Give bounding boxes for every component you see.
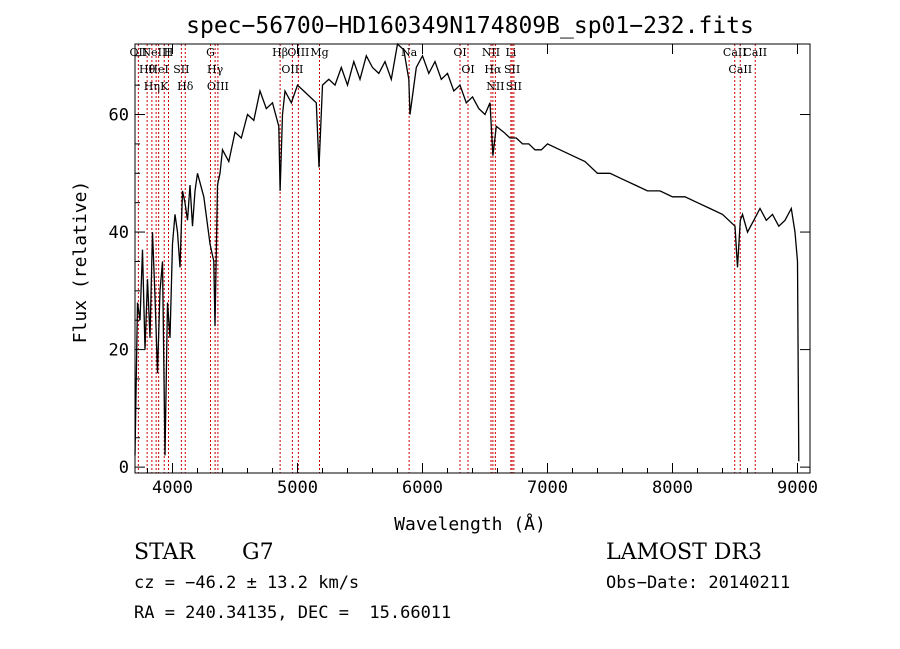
- coordinates-text: RA = 240.34135, DEC = 15.66011: [134, 603, 452, 623]
- line-marker-label: Hβ: [272, 46, 288, 59]
- y-axis-ticks: 0 20 40 60: [109, 55, 810, 478]
- x-tick-label: 4000: [152, 478, 193, 498]
- y-tick-label: 40: [109, 223, 129, 243]
- chart-title: spec−56700−HD160349N174809B_sp01−232.fit…: [186, 13, 754, 39]
- y-tick-label: 60: [109, 106, 129, 126]
- y-axis-label: Flux (relative): [70, 181, 91, 344]
- line-marker-label: CaII: [743, 46, 767, 59]
- line-markers: [137, 44, 756, 473]
- object-subclass-value: G7: [242, 540, 274, 565]
- object-subclass: G7: [242, 540, 274, 565]
- object-class-value: STAR: [134, 540, 195, 565]
- line-marker-label: OIII: [287, 46, 309, 59]
- obs-date-text: Obs−Date: 20140211: [606, 573, 791, 593]
- line-marker-label: OIII: [207, 80, 229, 93]
- line-marker-label: K: [160, 80, 169, 93]
- line-marker-label: H: [164, 46, 174, 59]
- line-marker-label: SII: [506, 80, 522, 93]
- line-marker-label: CaII: [728, 63, 752, 76]
- plot-frame: [134, 43, 811, 474]
- line-marker-label: Mg: [310, 46, 328, 59]
- survey-name-value: LAMOST DR3: [606, 540, 762, 565]
- line-marker-label: Hδ: [177, 80, 194, 93]
- redshift-text: cz = −46.2 ± 13.2 km/s: [134, 573, 360, 593]
- x-axis-label: Wavelength (Å): [394, 513, 546, 535]
- x-tick-label: 6000: [402, 478, 443, 498]
- line-marker-label: OI: [461, 63, 474, 76]
- line-marker-label: SII: [504, 63, 520, 76]
- line-marker-label: Hη: [144, 80, 160, 93]
- line-marker-label: NII: [482, 46, 500, 59]
- line-marker-label: SII: [173, 63, 189, 76]
- x-tick-label: 9000: [777, 478, 818, 498]
- line-marker-label: G: [206, 46, 215, 59]
- line-marker-label: Hγ: [207, 63, 224, 76]
- line-marker-label: NeIII: [142, 46, 171, 59]
- y-tick-label: 20: [109, 341, 129, 361]
- object-class: STAR: [134, 540, 195, 565]
- line-marker-label: OII: [130, 46, 148, 59]
- line-marker-label: HeI: [148, 63, 168, 76]
- line-marker-label: Hθ: [139, 63, 156, 76]
- line-marker-label: Na: [401, 46, 418, 59]
- x-tick-label: 5000: [277, 478, 318, 498]
- line-marker-label: NII: [486, 80, 504, 93]
- x-tick-label: 7000: [527, 478, 568, 498]
- spectrum-line: [134, 42, 800, 462]
- x-tick-label: 8000: [652, 478, 693, 498]
- line-marker-label: CaII: [723, 46, 747, 59]
- line-marker-label: OIII: [281, 63, 303, 76]
- x-axis-ticks: 4000 5000 6000 7000 8000 9000: [147, 44, 818, 498]
- survey-name: LAMOST DR3: [606, 540, 762, 565]
- line-marker-label: OI: [453, 46, 466, 59]
- line-marker-label: Li: [505, 46, 516, 59]
- line-marker-label: Hα: [484, 63, 502, 76]
- y-tick-label: 0: [119, 458, 129, 478]
